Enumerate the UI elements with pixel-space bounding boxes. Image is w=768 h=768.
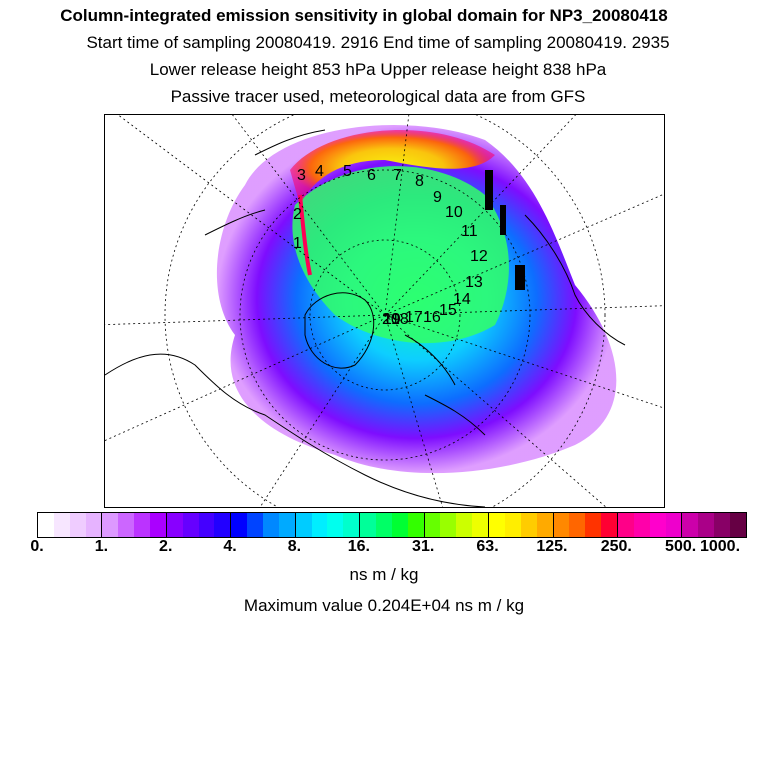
coastline-europe <box>524 214 626 346</box>
lat-circle-80 <box>309 239 461 391</box>
colorbar-units: ns m / kg <box>349 565 419 584</box>
trajectory-label-4: 4 <box>315 163 324 180</box>
plume-hot-arc <box>290 129 495 205</box>
colorbar-swatch <box>327 513 344 537</box>
colorbar-tick-label: 125. <box>536 538 568 555</box>
trajectory-label-19: 19 <box>383 311 401 328</box>
coastline-canada-islands <box>404 334 486 436</box>
trajectory-label-12: 12 <box>470 248 488 265</box>
colorbar-tick-label: 8. <box>287 538 302 555</box>
colorbar-tick-label: 0. <box>30 538 44 555</box>
trajectory-label-20: 20 <box>382 311 400 328</box>
trajectory-label-5: 5 <box>343 163 352 180</box>
colorbar-swatch <box>278 513 296 537</box>
colorbar-tick-label: 1000. <box>699 538 741 555</box>
sampling-time-subtitle: Start time of sampling 20080419. 2916 En… <box>86 33 670 52</box>
colorbar-tick-label: 2. <box>159 538 173 555</box>
colorbar-swatch <box>569 513 586 537</box>
colorbar-swatch <box>53 513 70 537</box>
colorbar-swatch <box>311 513 328 537</box>
colorbar-tick-label: 63. <box>476 538 499 555</box>
colorbar-tick-label: 31. <box>412 538 435 555</box>
colorbar-swatch <box>118 513 135 537</box>
colorbar-swatch <box>407 513 425 537</box>
dark-patches <box>485 170 525 290</box>
trajectory-label-2: 2 <box>293 206 302 223</box>
maximum-value-label: Maximum value 0.204E+04 ns m / kg <box>243 596 525 615</box>
colorbar-swatch <box>714 513 730 537</box>
colorbar-swatch <box>263 513 279 537</box>
polar-map: 1 2 3 4 5 6 7 8 9 10 11 12 13 14 15 16 1… <box>104 114 665 508</box>
colorbar-swatch <box>182 513 199 537</box>
colorbar-swatch <box>633 513 650 537</box>
colorbar-swatch <box>585 513 602 537</box>
sensitivity-field-svg: 1 2 3 4 5 6 7 8 9 10 11 12 13 14 15 16 1… <box>105 115 664 507</box>
colorbar-swatch <box>440 513 457 537</box>
colorbar-swatch <box>424 513 441 537</box>
colorbar-swatch <box>295 513 312 537</box>
colorbar-tick-labels: 0. 1. 2. 4. 8. 16. 31. 63. 125. 250. 500. 1000. <box>0 538 768 558</box>
plume-green-core <box>292 166 509 344</box>
colorbar-swatch <box>553 513 570 537</box>
trajectory-label-9: 9 <box>433 189 442 206</box>
trajectory-label-7: 7 <box>393 167 402 184</box>
colorbar-tick-label: 1. <box>94 538 109 555</box>
trajectory-label-18: 18 <box>391 311 409 328</box>
colorbar-swatch <box>504 513 521 537</box>
lat-circle-60 <box>164 115 606 507</box>
colorbar-tick-label: 4. <box>223 538 237 555</box>
trajectory-label-3: 3 <box>297 167 306 184</box>
colorbar-tick-label: 500. <box>665 538 697 555</box>
trajectory-label-16: 16 <box>423 309 441 326</box>
colorbar-swatch <box>360 513 377 537</box>
colorbar-swatch <box>198 513 215 537</box>
colorbar-swatch <box>376 513 392 537</box>
colorbar-swatch <box>214 513 232 537</box>
colorbar-swatch <box>520 513 537 537</box>
colorbar-swatch <box>343 513 361 537</box>
colorbar-swatch <box>682 513 699 537</box>
lat-circle-70 <box>239 169 531 461</box>
colorbar-swatch <box>391 513 408 537</box>
colorbar-swatch <box>729 513 746 537</box>
colorbar-swatch <box>102 513 119 537</box>
colorbar-tick-label: 250. <box>600 538 632 555</box>
colorbar-swatch <box>166 513 183 537</box>
colorbar-swatch <box>489 513 505 537</box>
trajectory-label-6: 6 <box>367 167 376 184</box>
colorbar-swatch <box>472 513 490 537</box>
plume-red-edge <box>298 194 312 276</box>
colorbar-swatch <box>601 513 618 537</box>
plot-title: Column-integrated emission sensitivity i… <box>60 6 668 25</box>
colorbar-swatch <box>456 513 473 537</box>
trajectory-label-14: 14 <box>453 291 471 308</box>
trajectory-label-10: 10 <box>445 204 463 221</box>
colorbar-swatch <box>649 513 666 537</box>
trajectory-label-13: 13 <box>465 274 483 291</box>
tracer-info-subtitle: Passive tracer used, meteorological data… <box>170 87 586 106</box>
trajectory-label-11: 11 <box>461 223 478 240</box>
trajectory-labels: 1 2 3 4 5 6 7 8 9 10 11 12 13 14 15 16 1… <box>293 163 488 328</box>
colorbar-swatch <box>536 513 554 537</box>
colorbar-swatch <box>247 513 264 537</box>
release-height-subtitle: Lower release height 853 hPa Upper relea… <box>149 60 607 79</box>
colorbar-swatch <box>134 513 151 537</box>
colorbar-swatch <box>617 513 634 537</box>
colorbar <box>37 512 747 538</box>
colorbar-swatch <box>665 513 683 537</box>
colorbar-swatch <box>231 513 248 537</box>
trajectory-label-17: 17 <box>405 309 423 326</box>
colorbar-swatch <box>698 513 715 537</box>
coastline-north-america <box>105 353 486 507</box>
colorbar-swatch <box>69 513 86 537</box>
trajectory-label-15: 15 <box>439 302 457 319</box>
colorbar-tick-label: 16. <box>347 538 370 555</box>
coastline-greenland <box>304 292 375 369</box>
trajectory-label-8: 8 <box>415 173 424 190</box>
colorbar-swatch <box>150 513 167 537</box>
trajectory-label-1: 1 <box>293 235 302 252</box>
coastline-asia <box>204 129 326 236</box>
colorbar-swatch <box>85 513 103 537</box>
colorbar-swatch <box>38 513 54 537</box>
